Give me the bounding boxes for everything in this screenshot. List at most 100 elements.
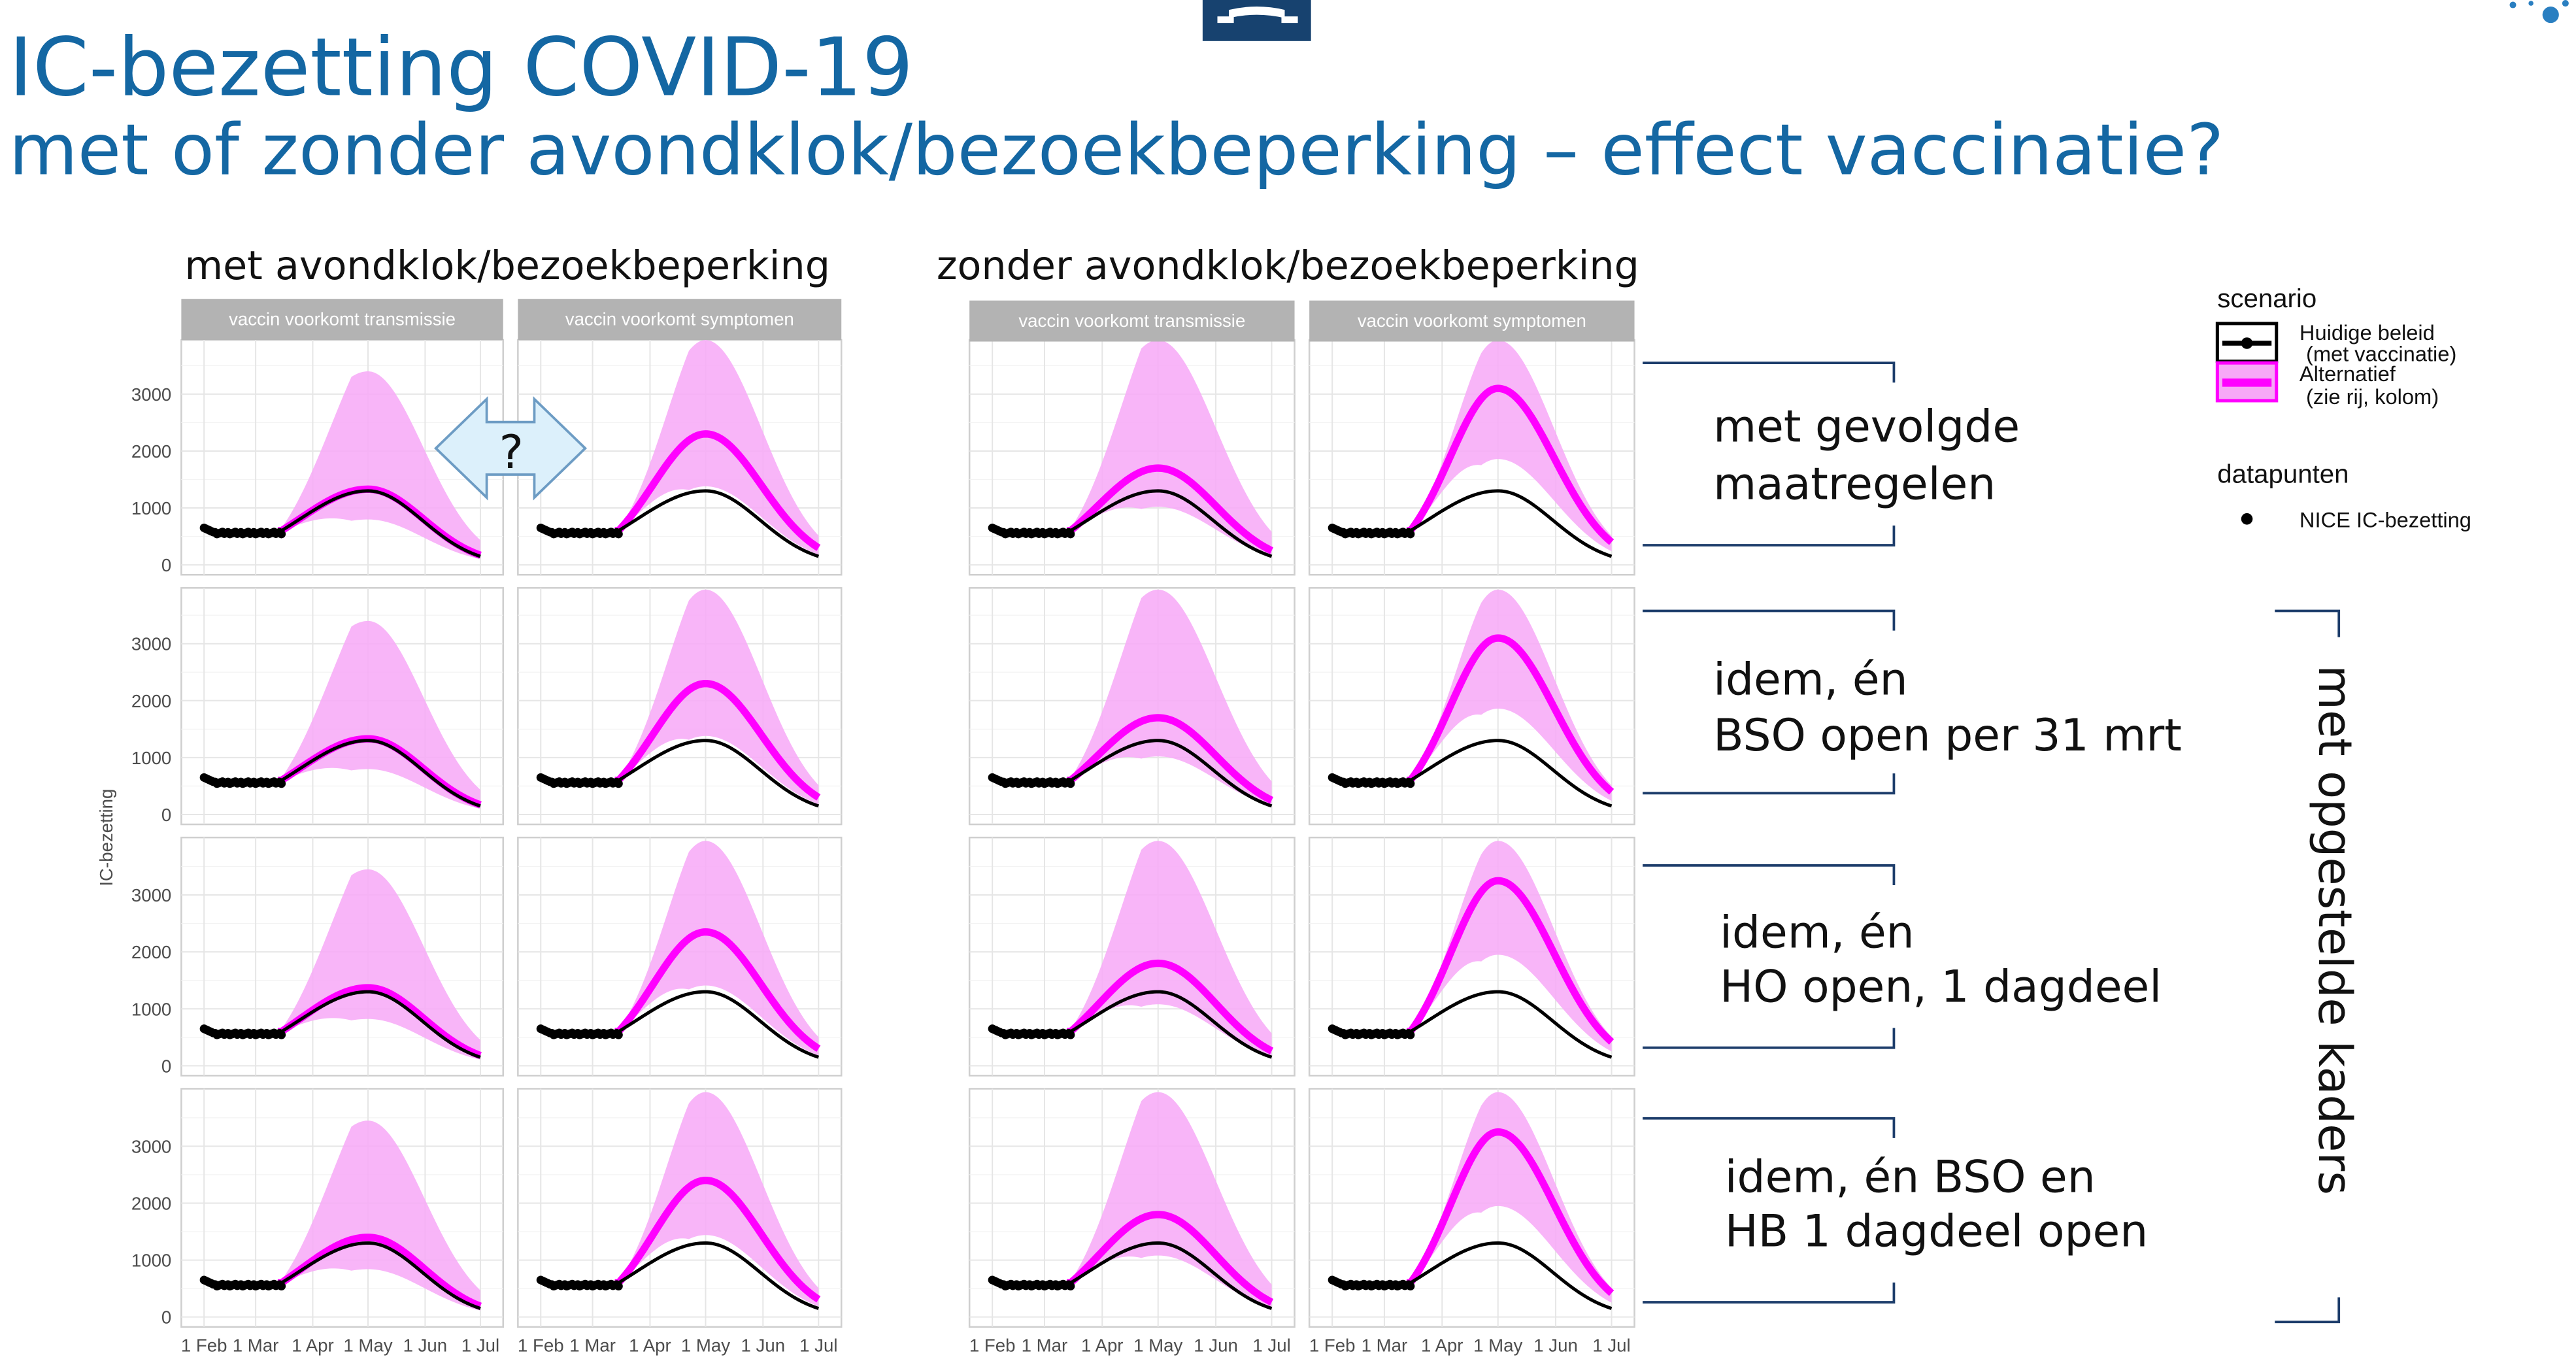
x-tick-label: 1 May [343, 1335, 392, 1355]
y-axis-label: IC-bezetting [96, 789, 116, 886]
x-tick-label: 1 Apr [629, 1335, 671, 1355]
observed-point [277, 1281, 286, 1290]
facet-panel: 0 1000 2000 3000 1 Feb 1 Mar 1 Apr 1 May 1 Jun 1 … [131, 1088, 504, 1355]
facet-strip [181, 299, 503, 340]
alternative-line [1407, 384, 1614, 545]
x-tick-label: 1 Apr [1081, 1335, 1124, 1355]
current-policy-line [1067, 489, 1273, 558]
observed-point [1406, 1281, 1415, 1290]
current-policy-line [277, 739, 481, 808]
y-tick-label: 0 [161, 1056, 171, 1076]
row-label-line: met gevolgde [1713, 401, 2020, 452]
observed-point [614, 779, 623, 788]
x-tick-label: 1 Jun [1194, 1335, 1238, 1355]
x-tick-label: 1 Jun [741, 1335, 786, 1355]
y-tick-label: 3000 [131, 384, 171, 405]
x-tick-label: 1 Mar [1022, 1335, 1068, 1355]
current-policy-line [1067, 1241, 1273, 1310]
facet-panel: 1 Feb 1 Mar 1 Apr 1 May 1 Jun 1 Jul [968, 1088, 1296, 1355]
virus-icon [2509, 0, 2569, 24]
uncertainty-band [277, 1120, 480, 1311]
facet-panel: 1 Feb 1 Mar 1 Apr 1 May 1 Jun 1 Jul [517, 1088, 843, 1355]
x-tick-label: 1 Feb [969, 1335, 1016, 1355]
x-tick-label: 1 Feb [518, 1335, 564, 1355]
facet-panels: vaccin voorkomt transmissie 0 1000 2000 3000… [131, 299, 1635, 1355]
uncertainty-band [614, 1092, 819, 1307]
alternative-line [1067, 959, 1274, 1054]
alternative-line [1407, 877, 1614, 1045]
current-policy-line [614, 739, 820, 808]
uncertainty-band [1407, 1092, 1612, 1303]
x-tick-label: 1 Mar [569, 1335, 616, 1355]
alternative-line [614, 430, 821, 551]
observed-point [1406, 530, 1415, 539]
x-tick-label: 1 Apr [292, 1335, 334, 1355]
facet-strip [1309, 300, 1635, 342]
legend-label: (met vaccinatie) [2306, 342, 2456, 366]
row-bracket [1643, 864, 1896, 1049]
alternative-line [614, 928, 821, 1052]
legend-item-alternative: Alternatief (zie rij, kolom) [2215, 361, 2439, 409]
side-bracket: met opgestelde kaders [2275, 609, 2362, 1324]
observed-point [614, 1030, 623, 1039]
alternative-line [1067, 714, 1274, 804]
legend-item-current: Huidige beleid (met vaccinatie) [2215, 320, 2456, 366]
legend: scenario Huidige beleid (met vaccinatie)… [2215, 284, 2471, 531]
y-tick-label: 2000 [131, 942, 171, 962]
row-label-line: idem, én BSO en [1725, 1151, 2096, 1203]
y-tick-label: 0 [161, 805, 171, 825]
facet-panel: vaccin voorkomt transmissie [968, 300, 1296, 576]
x-tick-label: 1 May [1133, 1335, 1182, 1355]
current-policy-line [614, 1241, 820, 1310]
facet-panel [517, 587, 843, 826]
facet-panel [1308, 587, 1635, 826]
alternative-line [1407, 634, 1614, 795]
observed-point [1406, 1030, 1415, 1039]
alternative-line [614, 680, 821, 801]
facet-panel [517, 836, 843, 1077]
y-tick-label: 1000 [131, 498, 171, 518]
y-tick-label: 1000 [131, 748, 171, 768]
facet-panel: 1 Feb 1 Mar 1 Apr 1 May 1 Jun 1 Jul [1308, 1088, 1635, 1355]
uncertainty-band [614, 841, 819, 1056]
uncertainty-band [1407, 841, 1612, 1052]
question-double-arrow: ? [434, 395, 588, 501]
facet-panel: 0 1000 2000 3000 [131, 836, 504, 1077]
row-label-line: HB 1 dagdeel open [1725, 1205, 2149, 1257]
legend-points-title: datapunten [2217, 460, 2349, 489]
row-label-line: maatregelen [1713, 458, 1996, 510]
x-tick-label: 1 Apr [1421, 1335, 1464, 1355]
observed-point [1406, 779, 1415, 788]
y-tick-label: 3000 [131, 634, 171, 654]
legend-label: Huidige beleid [2300, 320, 2435, 345]
legend-scenario-title: scenario [2217, 284, 2317, 313]
alternative-line [614, 1176, 821, 1303]
facet-strip [518, 299, 842, 340]
alternative-line [277, 1234, 482, 1310]
current-policy-line [1407, 739, 1613, 808]
current-policy-line [277, 990, 481, 1059]
observed-point [1066, 1030, 1075, 1039]
facet-strip-label: vaccin voorkomt transmissie [229, 309, 456, 329]
uncertainty-band [277, 620, 480, 809]
facet-panel: 0 1000 2000 3000 [131, 587, 504, 826]
facet-strip-label: vaccin voorkomt symptomen [1358, 311, 1586, 331]
uncertainty-band [277, 869, 480, 1060]
current-policy-line [614, 990, 820, 1059]
row-bracket [1643, 362, 1896, 547]
row-label-1: met gevolgde maatregelen [1643, 362, 2020, 547]
current-policy-line [614, 489, 820, 558]
y-tick-label: 3000 [131, 1136, 171, 1156]
group-title-right: zonder avondklok/bezoekbeperking [937, 243, 1639, 289]
current-policy-line [277, 489, 481, 558]
y-tick-label: 0 [161, 555, 171, 575]
y-tick-label: 0 [161, 1307, 171, 1328]
row-label-line: HO open, 1 dagdeel [1720, 960, 2162, 1012]
y-tick-label: 1000 [131, 1251, 171, 1271]
row-label-line: idem, én [1720, 906, 1914, 958]
legend-label: Alternatief [2300, 362, 2396, 386]
uncertainty-band [614, 589, 819, 805]
